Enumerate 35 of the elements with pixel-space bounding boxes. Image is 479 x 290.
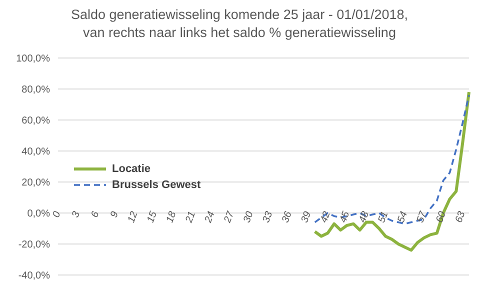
y-tick-label: -20,0%: [18, 240, 50, 251]
x-tick-label: 54: [396, 210, 410, 224]
chart-title: Saldo generatiewisseling komende 25 jaar - 01/01/2018, van rechts naar links het saldo % generatiewisseling: [70, 6, 409, 42]
x-tick-label: 45: [338, 210, 352, 224]
x-tick-label: 3: [70, 210, 83, 220]
line-series: [313, 90, 470, 252]
legend-label: Brussels Gewest: [112, 179, 201, 191]
x-tick-label: 39: [299, 210, 314, 224]
x-tick-label: 33: [260, 210, 276, 224]
x-tick-label: 21: [184, 210, 198, 226]
x-tick-label: 57: [415, 210, 430, 224]
y-tick-label: 20,0%: [22, 178, 50, 189]
x-tick-label: 18: [164, 210, 179, 224]
x-tick-label: 9: [108, 210, 122, 220]
x-tick-label: 63: [454, 210, 468, 224]
x-tick-label: 51: [376, 210, 391, 224]
line-series: [314, 94, 470, 225]
legend-label: Locatie: [112, 163, 151, 175]
y-tick-label: 80,0%: [22, 84, 50, 96]
y-tick-label: -40,0%: [18, 270, 50, 282]
y-tick-label: 60,0%: [22, 116, 50, 127]
x-tick-label: 60: [434, 210, 449, 224]
x-tick-label: 48: [357, 210, 372, 224]
x-tick-label: 36: [280, 210, 295, 224]
x-tick-label: 42: [318, 210, 334, 224]
x-tick-label: 6: [89, 210, 102, 220]
x-tick-label: 12: [126, 210, 140, 224]
x-tick-label: 27: [222, 210, 237, 226]
y-tick-label: 0,0%: [27, 208, 50, 220]
x-tick-label: 30: [242, 210, 256, 224]
x-tick-label: 24: [202, 210, 218, 226]
y-tick-label: 100,0%: [16, 54, 50, 65]
x-tick-label: 15: [145, 210, 160, 224]
x-tick-label: 0: [50, 210, 64, 220]
y-tick-label: 40,0%: [22, 146, 50, 158]
